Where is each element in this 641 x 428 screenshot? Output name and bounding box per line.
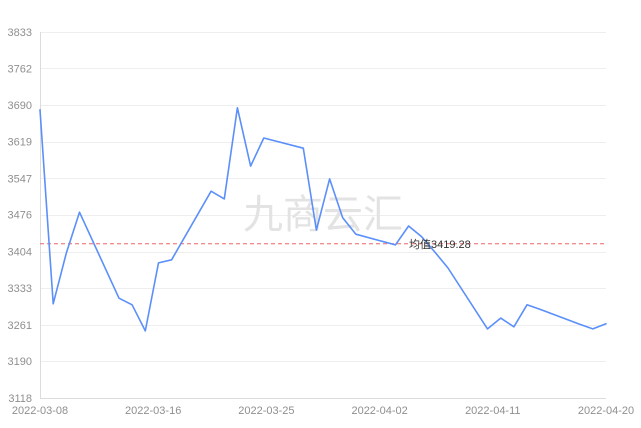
- data-point: [262, 136, 266, 140]
- x-tick-label: 2022-03-16: [125, 405, 181, 417]
- series-line: [39, 107, 607, 332]
- x-tick-label: 2022-04-02: [351, 405, 407, 417]
- x-tick-label: 2022-03-25: [238, 405, 294, 417]
- data-point: [328, 177, 332, 181]
- data-point: [64, 251, 68, 255]
- data-point: [446, 266, 450, 270]
- data-point: [222, 197, 226, 201]
- y-tick-label: 3404: [8, 247, 32, 259]
- data-point: [78, 210, 82, 214]
- data-point: [393, 243, 397, 247]
- x-axis-tick-labels: 2022-03-08 2022-03-16 2022-03-25 2022-04-02…: [12, 405, 634, 417]
- data-point: [591, 327, 595, 331]
- data-point: [249, 164, 253, 168]
- data-point: [499, 316, 503, 320]
- axes: [40, 32, 606, 399]
- y-tick-label: 3833: [8, 27, 32, 39]
- y-tick-label: 3476: [8, 210, 32, 222]
- series-layer: [38, 106, 608, 333]
- data-point: [301, 146, 305, 150]
- data-point: [538, 307, 542, 311]
- y-tick-label: 3547: [8, 173, 32, 185]
- data-point: [341, 216, 345, 220]
- data-point: [354, 232, 358, 236]
- y-tick-label: 3333: [8, 283, 32, 295]
- y-tick-label: 3690: [8, 100, 32, 112]
- data-point: [209, 189, 213, 193]
- y-tick-label: 3619: [8, 137, 32, 149]
- data-point: [314, 228, 318, 232]
- y-axis-tick-labels: 3833 3762 3690 3619 3547 3476 3404 3333 3261 3190…: [8, 27, 32, 405]
- data-point: [38, 108, 42, 112]
- data-point: [604, 322, 608, 326]
- x-tick-label: 2022-04-20: [578, 405, 634, 417]
- data-point: [51, 302, 55, 306]
- y-tick-label: 3261: [8, 320, 32, 332]
- data-point: [143, 329, 147, 333]
- x-tick-label: 2022-04-11: [465, 405, 520, 417]
- watermark: 九商云汇: [243, 193, 403, 237]
- data-point: [407, 224, 411, 228]
- data-point: [117, 296, 121, 300]
- data-point: [157, 261, 161, 265]
- data-point: [130, 303, 134, 307]
- data-point: [512, 325, 516, 329]
- average-label: 均值3419.28: [409, 238, 471, 251]
- x-tick-label: 2022-03-08: [12, 405, 68, 417]
- data-point: [525, 303, 529, 307]
- data-point: [235, 106, 239, 110]
- y-tick-label: 3190: [8, 356, 32, 368]
- y-tick-label: 3118: [8, 393, 32, 405]
- data-point: [170, 258, 174, 262]
- data-point: [486, 327, 490, 331]
- y-tick-label: 3762: [8, 63, 32, 75]
- data-point: [578, 322, 582, 326]
